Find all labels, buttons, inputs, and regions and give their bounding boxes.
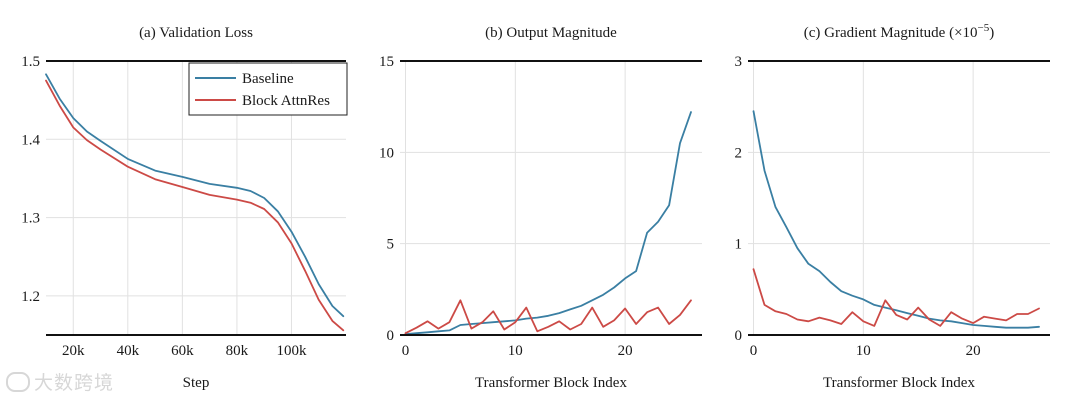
x-tick-label: 40k	[117, 343, 140, 359]
panel-title: (b) Output Magnitude	[485, 25, 617, 41]
x-tick-label: 100k	[276, 343, 307, 359]
y-tick-label: 1.5	[21, 54, 40, 70]
series-line-block-attnres	[45, 79, 345, 332]
y-tick-label: 2	[735, 145, 743, 161]
series-line-baseline	[45, 73, 345, 318]
legend-baseline-label: Baseline	[242, 71, 294, 87]
x-axis-label: Step	[183, 375, 210, 391]
panel-validation-loss: (a) Validation Loss 20k 40k 60k 80k 100k 1.2 1…	[21, 25, 348, 391]
legend: Baseline Block AttnRes	[188, 62, 348, 116]
x-tick-label: 80k	[226, 343, 249, 359]
y-tick-label: 1.2	[21, 289, 40, 305]
panel-title: (a) Validation Loss	[139, 25, 253, 41]
x-tick-label: 20	[618, 343, 633, 359]
y-tick-label: 1	[735, 237, 743, 253]
y-tick-label: 1.4	[21, 132, 40, 148]
y-tick-label: 15	[379, 54, 394, 70]
y-tick-label: 5	[387, 237, 395, 253]
y-tick-label: 1.3	[21, 211, 40, 227]
panel-title: (c) Gradient Magnitude (×10−5)	[804, 22, 995, 41]
y-tick-label: 0	[735, 328, 743, 344]
y-tick-label: 3	[735, 54, 743, 70]
watermark: 大数跨境	[6, 368, 114, 395]
series-line-block-attnres	[752, 268, 1040, 327]
watermark-logo-icon	[6, 372, 30, 392]
x-axis-label: Transformer Block Index	[823, 375, 975, 391]
legend-attnres-label: Block AttnRes	[242, 93, 330, 109]
x-tick-label: 60k	[171, 343, 194, 359]
y-tick-label: 10	[379, 145, 394, 161]
x-tick-label: 10	[508, 343, 523, 359]
x-tick-label: 10	[856, 343, 871, 359]
x-tick-label: 0	[750, 343, 758, 359]
legend-box	[188, 62, 348, 116]
x-axis-label: Transformer Block Index	[475, 375, 627, 391]
y-tick-label: 0	[387, 328, 395, 344]
series-line-block-attnres	[404, 299, 692, 335]
x-tick-label: 20k	[62, 343, 85, 359]
series-line-baseline	[752, 110, 1040, 329]
panel-output-magnitude: (b) Output Magnitude 0 10 20 0 5 10 15 Transfo…	[379, 25, 702, 391]
x-tick-label: 20	[966, 343, 981, 359]
series-line-baseline	[404, 111, 692, 336]
watermark-text: 大数跨境	[34, 372, 115, 394]
panel-gradient-magnitude: (c) Gradient Magnitude (×10−5) 0 10 20 0 1 2 3…	[735, 22, 1050, 391]
x-tick-label: 0	[402, 343, 410, 359]
